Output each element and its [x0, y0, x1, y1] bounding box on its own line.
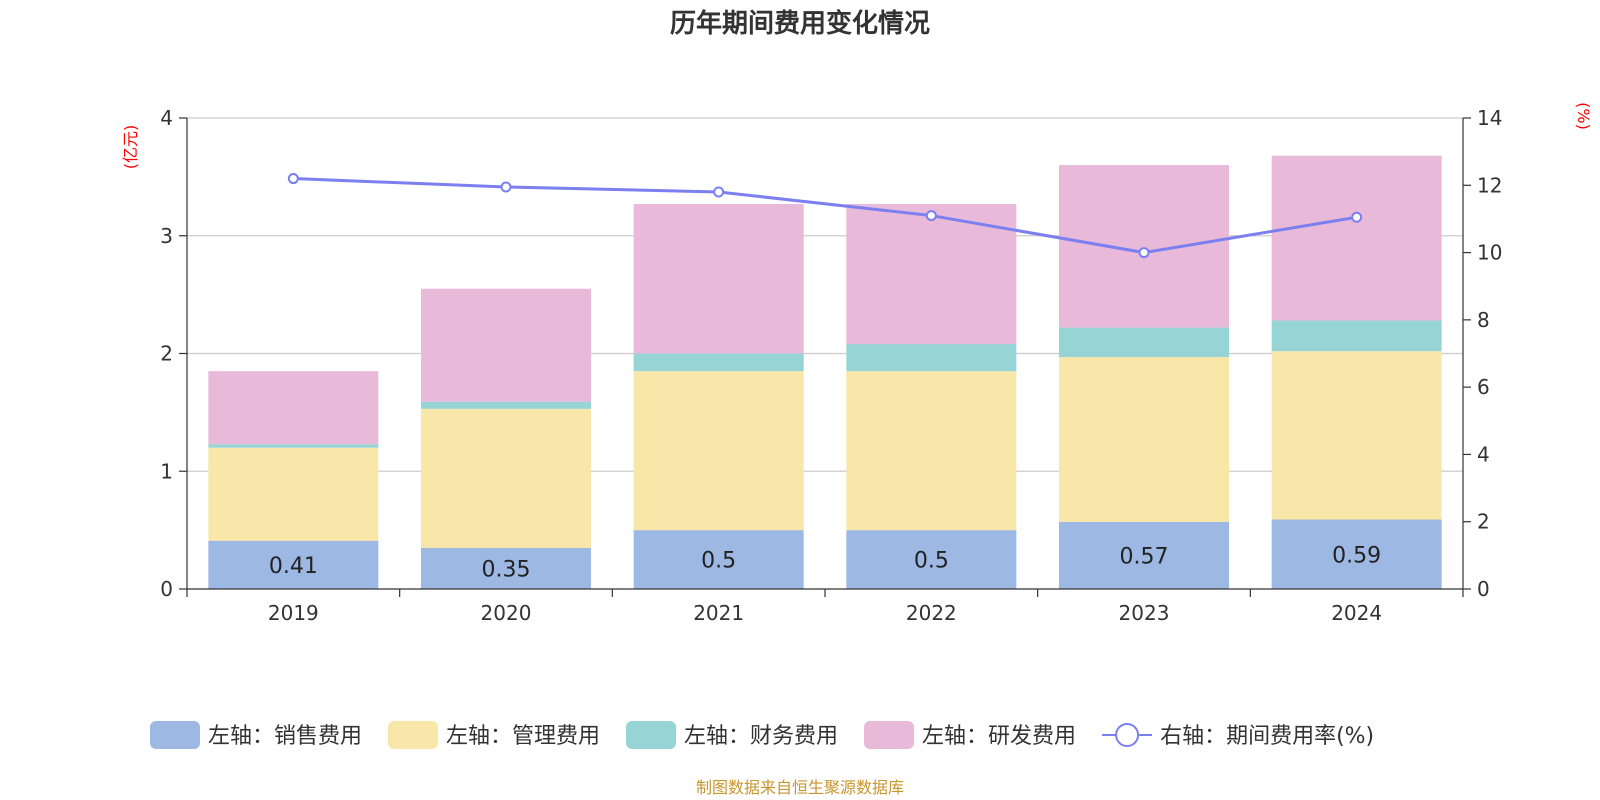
rate-point — [1351, 211, 1363, 223]
x-tick-label: 2022 — [906, 601, 957, 625]
bar-segment-2 — [421, 408, 591, 548]
bar-segment-2 — [846, 371, 1017, 531]
bar-data-label: 0.35 — [482, 557, 531, 582]
bar-segment-2 — [633, 371, 804, 531]
bar-segment-2 — [208, 447, 379, 541]
left-axis-unit: (亿元) — [121, 125, 140, 170]
left-tick-label: 4 — [160, 106, 173, 130]
left-tick-label: 0 — [160, 577, 173, 601]
right-tick-label: 8 — [1477, 308, 1490, 332]
x-tick-label: 2024 — [1331, 601, 1382, 625]
grid-lines — [187, 117, 1463, 472]
bar-segment-1 — [208, 540, 379, 589]
bar-segment-3 — [1059, 327, 1229, 358]
bar-segment-1 — [633, 530, 804, 589]
legend-label-1: 左轴：销售费用 — [208, 724, 362, 749]
bar-segment-4 — [1059, 165, 1229, 328]
bar-series — [208, 155, 1442, 589]
rate-point — [287, 173, 299, 185]
rate-line — [293, 177, 1357, 255]
legend-label-2: 左轴：管理费用 — [446, 724, 600, 749]
bar-data-label: 0.5 — [914, 549, 949, 574]
bar-data-label: 0.5 — [701, 549, 736, 574]
left-tick-label: 3 — [160, 224, 173, 248]
bar-segment-4 — [846, 203, 1017, 345]
bar-segment-1 — [846, 530, 1017, 589]
rate-point — [1138, 247, 1150, 259]
right-tick-label: 0 — [1477, 577, 1490, 601]
legend-circle-marker — [1115, 723, 1140, 747]
rate-point — [500, 181, 512, 193]
right-axis-unit: (%) — [1574, 102, 1593, 130]
legend-label-3: 左轴：财务费用 — [684, 724, 838, 749]
bar-segment-2 — [1271, 351, 1442, 520]
left-tick-label: 1 — [160, 459, 173, 483]
bar-segment-3 — [208, 444, 379, 448]
bar-data-label: 0.59 — [1332, 543, 1381, 568]
bar-segment-3 — [421, 401, 591, 409]
x-tick-label: 2021 — [693, 601, 744, 625]
chart-title: 历年期间费用变化情况 — [670, 8, 930, 39]
bar-segment-2 — [1059, 357, 1229, 522]
legend-swatch-4 — [864, 721, 915, 749]
bar-segment-4 — [1271, 155, 1442, 321]
bar-segment-4 — [421, 288, 591, 402]
right-tick-label: 10 — [1477, 241, 1502, 265]
legend-swatch-1 — [150, 721, 200, 749]
bar-segment-1 — [1271, 519, 1442, 589]
right-tick-label: 12 — [1477, 173, 1502, 197]
legend-swatch-3 — [626, 721, 677, 749]
legend-swatch-2 — [388, 721, 439, 749]
legend: 左轴：销售费用 左轴：管理费用 左轴：财务费用 左轴：研发费用 右轴：期间费用率(%) — [150, 721, 1374, 749]
bar-segment-1 — [421, 547, 591, 589]
x-tick-label: 2023 — [1119, 601, 1170, 625]
line-series — [287, 173, 1363, 259]
bar-segment-4 — [633, 203, 804, 354]
rate-point — [925, 210, 937, 222]
bar-segment-3 — [1271, 320, 1442, 352]
right-tick-label: 2 — [1477, 510, 1490, 534]
bar-segment-3 — [846, 344, 1017, 372]
x-tick-label: 2020 — [481, 601, 532, 625]
right-tick-label: 14 — [1477, 106, 1502, 130]
bar-segment-3 — [633, 353, 804, 372]
right-tick-label: 6 — [1477, 375, 1490, 399]
legend-label-5: 右轴：期间费用率(%) — [1160, 724, 1374, 749]
rate-point — [713, 186, 725, 198]
x-tick-label: 2019 — [268, 601, 319, 625]
legend-label-4: 左轴：研发费用 — [922, 724, 1076, 749]
left-tick-label: 2 — [160, 342, 173, 366]
bar-data-labels: 0.41 0.35 0.5 0.5 0.57 0.59 — [269, 543, 1381, 582]
source-note: 制图数据来自恒生聚源数据库 — [696, 778, 904, 797]
bar-data-label: 0.57 — [1120, 544, 1169, 569]
right-tick-label: 4 — [1477, 442, 1490, 466]
bar-segment-1 — [1059, 521, 1229, 589]
bar-data-label: 0.41 — [269, 554, 318, 579]
bar-segment-4 — [208, 371, 379, 445]
